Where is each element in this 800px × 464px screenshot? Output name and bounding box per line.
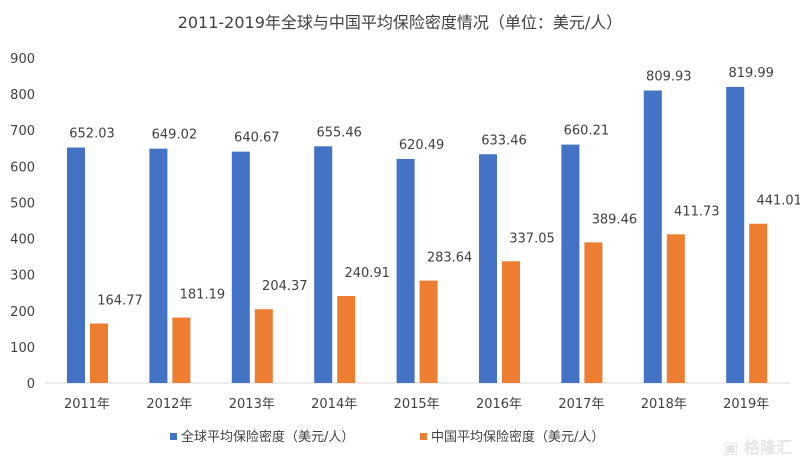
x-tick-label: 2017年 bbox=[558, 397, 604, 412]
global-bar bbox=[67, 147, 85, 383]
data-label: 655.46 bbox=[316, 125, 362, 140]
china-bar bbox=[254, 309, 273, 383]
global-bar bbox=[396, 158, 415, 383]
y-tick-label: 600 bbox=[10, 160, 35, 175]
data-label: 652.03 bbox=[69, 127, 115, 142]
data-label: 660.21 bbox=[564, 124, 610, 139]
global-bar bbox=[479, 154, 497, 383]
global-bar bbox=[561, 144, 580, 383]
china-bar bbox=[337, 296, 356, 383]
global-bar bbox=[726, 86, 745, 383]
data-label: 337.05 bbox=[509, 231, 555, 246]
x-tick-label: 2011年 bbox=[64, 397, 110, 412]
y-tick-label: 400 bbox=[10, 233, 35, 248]
data-label: 181.19 bbox=[180, 288, 226, 303]
x-tick-label: 2019年 bbox=[723, 397, 769, 412]
legend-label: 全球平均保险密度（美元/人） bbox=[181, 429, 354, 445]
data-label: 389.46 bbox=[592, 212, 638, 227]
data-label: 164.77 bbox=[97, 293, 143, 308]
global-bar bbox=[314, 146, 333, 383]
x-tick-label: 2016年 bbox=[476, 397, 522, 412]
data-label: 204.37 bbox=[262, 279, 308, 294]
y-tick-label: 900 bbox=[10, 52, 35, 67]
chart-title: 2011-2019年全球与中国平均保险密度情况（单位：美元/人） bbox=[178, 13, 623, 32]
global-bar bbox=[231, 151, 250, 383]
china-bar bbox=[419, 280, 438, 383]
y-tick-label: 800 bbox=[10, 88, 35, 103]
y-tick-label: 500 bbox=[10, 196, 35, 211]
data-label: 633.46 bbox=[481, 133, 527, 148]
watermark-logo: ▣ 格隆汇 bbox=[723, 438, 792, 457]
legend-swatch bbox=[170, 433, 177, 440]
x-tick-label: 2012年 bbox=[146, 397, 192, 412]
data-label: 819.99 bbox=[728, 66, 774, 81]
data-label: 283.64 bbox=[427, 251, 473, 266]
legend-swatch bbox=[420, 433, 427, 440]
data-label: 640.67 bbox=[234, 131, 280, 146]
china-bar bbox=[666, 234, 685, 383]
y-tick-label: 0 bbox=[27, 377, 35, 392]
y-tick-label: 100 bbox=[10, 341, 35, 356]
y-tick-label: 200 bbox=[10, 305, 35, 320]
legend-label: 中国平均保险密度（美元/人） bbox=[431, 429, 604, 445]
data-label: 649.02 bbox=[152, 128, 198, 143]
data-label: 809.93 bbox=[646, 70, 692, 85]
china-bar bbox=[90, 323, 108, 383]
x-tick-label: 2013年 bbox=[229, 397, 275, 412]
data-label: 620.49 bbox=[399, 138, 445, 153]
y-tick-label: 700 bbox=[10, 124, 35, 139]
china-bar bbox=[584, 242, 603, 383]
global-bar bbox=[149, 148, 168, 383]
global-bar bbox=[643, 90, 662, 384]
china-bar bbox=[749, 223, 768, 383]
y-tick-label: 300 bbox=[10, 269, 35, 284]
data-label: 411.73 bbox=[674, 204, 720, 219]
x-tick-label: 2014年 bbox=[311, 397, 357, 412]
x-tick-label: 2018年 bbox=[641, 397, 687, 412]
data-label: 441.01 bbox=[756, 194, 800, 209]
x-tick-label: 2015年 bbox=[394, 397, 440, 412]
data-label: 240.91 bbox=[344, 266, 390, 281]
china-bar bbox=[502, 261, 520, 383]
china-bar bbox=[172, 317, 191, 383]
